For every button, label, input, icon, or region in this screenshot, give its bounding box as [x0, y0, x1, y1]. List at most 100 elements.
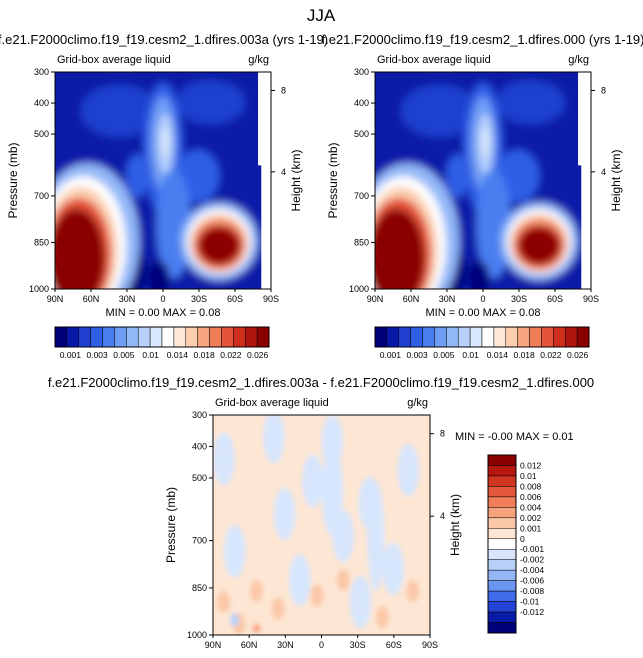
y-tick-label: 700 [354, 191, 369, 201]
y-tick-label: 500 [354, 129, 369, 139]
panel-subtitle-left: Grid-box average liquid [377, 54, 491, 66]
min-max-text: MIN = 0.00 MAX = 0.08 [106, 307, 221, 319]
colorbar-label: -0.008 [520, 586, 544, 596]
x-tick-label: 0 [319, 640, 324, 650]
panel-case-000: f.e21.F2000climo.f19_f19.cesm2_1.dfires.… [321, 32, 643, 360]
colorbar-frame [54, 326, 270, 348]
blob [397, 443, 420, 497]
x-tick-label: 60N [403, 294, 420, 304]
colorbar-swatch [487, 538, 517, 550]
colorbar-swatch [487, 475, 517, 487]
y-axis-label: Pressure (mb) [6, 142, 20, 218]
blob [400, 85, 479, 138]
no-data-strip [581, 72, 591, 289]
blob [175, 80, 246, 125]
colorbar-label: 0.005 [433, 350, 455, 360]
colorbar-label: -0.01 [520, 597, 540, 607]
colorbar-swatch [469, 326, 483, 348]
panel-title: f.e21.F2000climo.f19_f19.cesm2_1.dfires.… [48, 375, 594, 390]
colorbar-label: 0.002 [520, 513, 542, 523]
colorbar-frame [487, 454, 517, 634]
x-tick-label: 90S [263, 294, 279, 304]
x-tick-label: 60S [386, 640, 402, 650]
colorbar-label: -0.012 [520, 607, 544, 617]
y-tick-label: 400 [354, 98, 369, 108]
y-tick-label: 500 [34, 129, 49, 139]
colorbar-frame [374, 326, 590, 348]
colorbar-swatch [185, 326, 198, 348]
blob [467, 260, 490, 289]
x-tick-label: 90N [47, 294, 64, 304]
colorbar-swatch [487, 486, 517, 498]
x-tick-label: 90N [205, 640, 222, 650]
colorbar-label: -0.004 [520, 565, 544, 575]
colorbar-label: 0.022 [540, 350, 562, 360]
colorbar-swatch [126, 326, 139, 348]
colorbar-label: 0.005 [113, 350, 135, 360]
colorbar-swatch [256, 326, 270, 348]
colorbar-label: 0.003 [86, 350, 108, 360]
no-data-strip [258, 72, 271, 166]
colorbar-label: 0.012 [520, 460, 542, 470]
colorbar-swatch [517, 326, 530, 348]
colorbar-label: 0.008 [520, 481, 542, 491]
x-tick-label: 0 [160, 294, 165, 304]
colorbar-swatch [233, 326, 246, 348]
blob [288, 553, 311, 607]
colorbar-label: 0.01 [520, 471, 537, 481]
colorbar-swatch [221, 326, 234, 348]
colorbar-swatch [209, 326, 222, 348]
colorbar-swatch [374, 326, 388, 348]
contour-field [55, 72, 271, 289]
no-data-strip [578, 72, 591, 166]
colorbar-label: 0 [520, 534, 525, 544]
colorbar-label: 0.026 [567, 350, 589, 360]
colorbar-swatch [505, 326, 518, 348]
blob [382, 542, 404, 596]
x-tick-label: 30N [277, 640, 294, 650]
colorbar-swatch [398, 326, 411, 348]
panel-subtitle-right: g/kg [568, 54, 589, 66]
colorbar-label: 0.01 [462, 350, 479, 360]
colorbar-swatch [137, 326, 151, 348]
panel-case-003a: f.e21.F2000climo.f19_f19.cesm2_1.dfires.… [0, 32, 328, 360]
y-tick-label: 300 [354, 67, 369, 77]
x-tick-label: 60S [547, 294, 563, 304]
y-right-tick-label: 4 [440, 511, 445, 521]
x-tick-label: 90S [422, 640, 438, 650]
colorbar-label: 0.014 [167, 350, 189, 360]
x-tick-label: 60N [83, 294, 100, 304]
blob [262, 415, 285, 464]
min-max-text: MIN = 0.00 MAX = 0.08 [426, 307, 541, 319]
y-tick-label: 850 [354, 238, 369, 248]
y-right-axis-label: Height (km) [609, 149, 623, 211]
contour-blur [55, 72, 271, 289]
panel-subtitle-left: Grid-box average liquid [215, 397, 329, 409]
colorbar-swatch [487, 590, 517, 602]
colorbar-swatch [481, 326, 495, 348]
colorbar-swatch [564, 326, 578, 348]
blob [481, 126, 490, 157]
colorbar-swatch [487, 465, 517, 477]
blob [199, 228, 239, 263]
colorbar-swatch [197, 326, 210, 348]
y-right-tick-label: 8 [601, 85, 606, 95]
y-tick-label: 1000 [187, 630, 207, 640]
panel-difference: f.e21.F2000climo.f19_f19.cesm2_1.dfires.… [48, 375, 594, 650]
blob [336, 569, 350, 591]
colorbar-swatch [161, 326, 175, 348]
colorbar-label: -0.001 [520, 544, 544, 554]
y-right-tick-label: 4 [281, 167, 286, 177]
contour-blur [213, 415, 430, 635]
panel-subtitle-left: Grid-box average liquid [57, 54, 171, 66]
colorbar-swatch [446, 326, 459, 348]
colorbar-swatch [54, 326, 68, 348]
colorbar-label: 0.01 [142, 350, 159, 360]
colorbar-label: -0.006 [520, 576, 544, 586]
blob [349, 575, 372, 629]
y-tick-label: 850 [34, 238, 49, 248]
field-base [213, 415, 430, 635]
colorbar-label: 0.006 [520, 492, 542, 502]
y-tick-label: 400 [34, 98, 49, 108]
